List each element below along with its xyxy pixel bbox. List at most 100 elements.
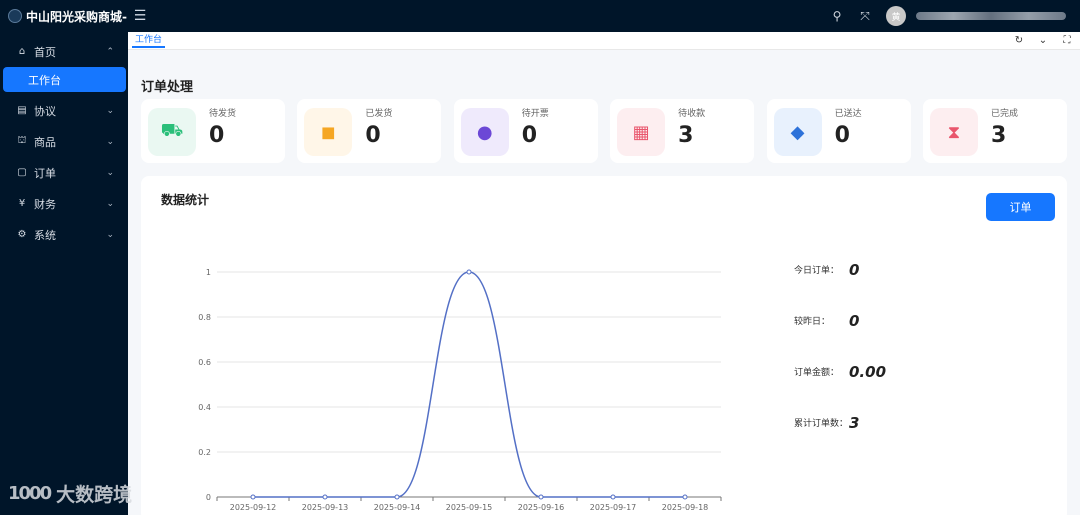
menu-collapse-icon[interactable]: ☰ (133, 8, 147, 24)
x-tick-label: 2025-09-18 (662, 503, 709, 512)
card-label: 已完成 (990, 109, 1018, 119)
app-title: 中山阳光采购商城-... (26, 9, 128, 24)
metric-label: 较昨日： (794, 317, 831, 327)
data-point[interactable] (394, 494, 400, 500)
card-value: 3 (990, 123, 1007, 148)
sidebar-item-label: 订单 (34, 166, 56, 180)
home-icon: ⌂ (18, 46, 26, 57)
sidebar-item-label: 系统 (34, 228, 56, 242)
data-point[interactable] (250, 494, 256, 500)
card-label: 已送达 (834, 109, 862, 119)
sidebar-subitem-workbench[interactable]: 工作台 (3, 67, 126, 92)
expand-icon[interactable]: ⛶ (1063, 35, 1071, 46)
metric-value: 0 (849, 311, 860, 330)
x-tick-label: 2025-09-14 (374, 503, 421, 512)
chevron-down-icon: ⌄ (106, 198, 114, 209)
sidebar-item-label: 协议 (34, 104, 56, 118)
order-card-pending-invoice[interactable]: ● 待开票 0 (453, 99, 598, 163)
data-point[interactable] (322, 494, 328, 500)
metric-today-orders: 今日订单： 0 (794, 244, 886, 295)
card-label: 已发货 (365, 109, 393, 119)
data-point[interactable] (538, 494, 544, 500)
chevron-down-icon: ⌄ (106, 105, 114, 116)
sidebar-item-agreement[interactable]: ▤ 协议 ⌄ (0, 95, 128, 126)
metric-label: 累计订单数： (794, 419, 849, 429)
watermark-text: 大数跨境 (56, 484, 133, 506)
shopping-bag-icon: ⛫ (17, 135, 27, 146)
series-line (253, 271, 685, 498)
sidebar-subitem-label: 工作台 (28, 73, 61, 87)
order-button[interactable]: 订单 (986, 193, 1055, 221)
metric-vs-yesterday: 较昨日： 0 (794, 295, 886, 346)
hourglass-icon: ⧗ (929, 108, 978, 156)
document-icon: ▤ (17, 105, 27, 116)
chevron-down-icon: ⌄ (106, 136, 114, 147)
card-value: 0 (365, 123, 381, 148)
metric-value: 3 (849, 413, 860, 432)
sidebar-item-finance[interactable]: ¥ 财务 ⌄ (0, 188, 128, 219)
metric-value: 0 (849, 260, 860, 279)
stats-title: 数据统计 (161, 193, 210, 207)
metric-label: 今日订单： (794, 266, 840, 276)
sidebar-item-label: 财务 (34, 197, 56, 211)
watermark-logo: 1000 (8, 483, 52, 504)
app-logo[interactable]: 中山阳光采购商城-... (0, 0, 128, 32)
gear-icon: ⚙ (17, 229, 27, 240)
sidebar-item-goods[interactable]: ⛫ 商品 ⌄ (0, 126, 128, 157)
data-point[interactable] (610, 494, 616, 500)
order-card-delivered[interactable]: ◆ 已送达 0 (766, 99, 911, 163)
tab-workbench[interactable]: 工作台 (132, 34, 166, 48)
x-tick-label: 2025-09-17 (590, 503, 637, 512)
user-name[interactable] (916, 12, 1066, 20)
card-value: 3 (678, 123, 694, 148)
y-tick-label: 0.6 (198, 358, 211, 367)
sidebar-item-label: 首页 (34, 45, 56, 59)
card-value: 0 (209, 123, 225, 148)
stats-panel: 0 0.2 0.4 0.6 0.8 1 2025-09-12 2025-09-13 2025-0… (141, 176, 1067, 515)
data-point[interactable] (682, 494, 688, 500)
logo-mark-icon (8, 9, 22, 23)
order-card-pending-payment[interactable]: ▦ 待收款 3 (610, 99, 755, 163)
order-icon: ▢ (17, 167, 27, 178)
y-tick-label: 0 (206, 493, 211, 502)
main-content: 订单处理 ⛟ 待发货 0 ◼ 已发货 0 ● 待开票 0 ▦ 待收款 3 ◆ 已… (128, 50, 1080, 515)
metric-order-amount: 订单金额： 0.00 (794, 346, 886, 397)
order-cards: ⛟ 待发货 0 ◼ 已发货 0 ● 待开票 0 ▦ 待收款 3 ◆ 已送达 0 … (141, 99, 1067, 163)
order-card-completed[interactable]: ⧗ 已完成 3 (922, 99, 1067, 163)
data-point[interactable] (466, 269, 472, 275)
delivery-hand-icon: ◆ (773, 108, 822, 156)
metrics-list: 今日订单： 0 较昨日： 0 订单金额： 0.00 累计订单数： 3 (794, 244, 886, 448)
avatar[interactable]: 黄 (886, 6, 906, 26)
x-tick-label: 2025-09-13 (302, 503, 349, 512)
truck-icon: ⛟ (148, 108, 196, 156)
refresh-icon[interactable]: ↻ (1014, 35, 1024, 46)
order-card-shipped[interactable]: ◼ 已发货 0 (297, 99, 442, 163)
metric-value: 0.00 (849, 362, 887, 381)
chevron-down-icon[interactable]: ⌄ (1038, 35, 1048, 46)
order-line-chart: 0 0.2 0.4 0.6 0.8 1 2025-09-12 2025-09-13 2025-0… (198, 268, 722, 512)
card-label: 待收款 (678, 109, 706, 119)
watermark: 1000 大数跨境 (8, 480, 132, 507)
x-tick-label: 2025-09-16 (518, 503, 565, 512)
sidebar-item-label: 商品 (34, 135, 56, 149)
yen-icon: ¥ (18, 198, 26, 209)
tabs-bar: 工作台 ↻ ⌄ ⛶ (128, 32, 1080, 50)
person-icon: ● (460, 108, 509, 156)
fullscreen-icon[interactable]: ⤧ (860, 8, 870, 23)
chevron-up-icon: ⌃ (106, 46, 114, 57)
calculator-icon: ▦ (617, 108, 666, 156)
y-tick-label: 0.2 (198, 448, 211, 457)
card-value: 0 (521, 123, 538, 148)
package-icon: ◼ (304, 108, 353, 156)
sidebar: ⌂ 首页 ⌃ 工作台 ▤ 协议 ⌄ ⛫ 商品 ⌄ ▢ 订单 ⌄ ¥ 财务 ⌄ ⚙… (0, 32, 128, 515)
section-title: 订单处理 (141, 80, 194, 95)
y-tick-label: 0.8 (198, 313, 211, 322)
sidebar-item-home[interactable]: ⌂ 首页 ⌃ (0, 36, 128, 67)
chevron-down-icon: ⌄ (106, 229, 114, 240)
sidebar-item-system[interactable]: ⚙ 系统 ⌄ (0, 219, 128, 250)
metric-total-orders: 累计订单数： 3 (794, 397, 886, 448)
sidebar-item-orders[interactable]: ▢ 订单 ⌄ (0, 157, 128, 188)
search-icon[interactable]: ⚲ (832, 9, 842, 23)
metric-label: 订单金额： (794, 368, 840, 378)
order-card-pending-ship[interactable]: ⛟ 待发货 0 (141, 99, 285, 163)
